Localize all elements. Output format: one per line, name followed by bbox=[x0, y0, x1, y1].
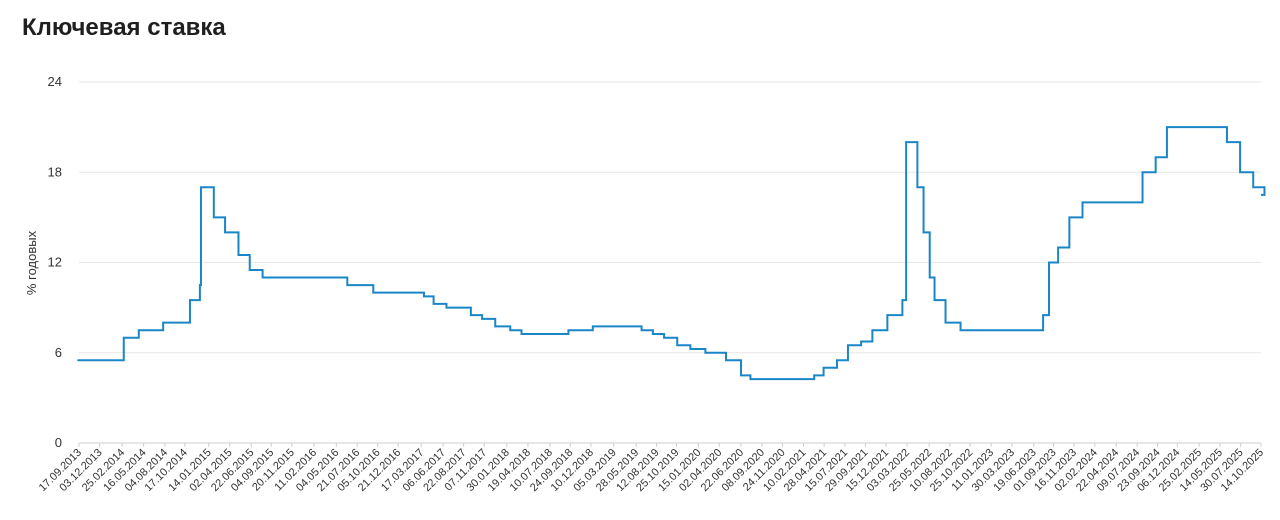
rate-point-42 bbox=[916, 186, 919, 189]
rate-point-44 bbox=[928, 276, 931, 279]
y-tick-label: 0 bbox=[55, 435, 62, 450]
rate-point-31 bbox=[740, 374, 742, 377]
rate-point-2 bbox=[137, 329, 140, 331]
y-tick-label: 12 bbox=[48, 255, 62, 270]
rate-point-34 bbox=[822, 366, 825, 369]
rate-point-57 bbox=[1239, 171, 1241, 174]
rate-point-33 bbox=[813, 374, 815, 377]
rate-point-35 bbox=[836, 359, 838, 362]
rate-point-25 bbox=[652, 333, 654, 335]
rate-point-21 bbox=[520, 333, 523, 335]
y-tick-label: 6 bbox=[55, 345, 62, 360]
rate-point-50 bbox=[1057, 246, 1059, 249]
rate-point-43 bbox=[922, 231, 925, 234]
rate-point-1 bbox=[122, 336, 125, 339]
rate-point-15 bbox=[432, 303, 435, 305]
rate-point-18 bbox=[481, 318, 483, 320]
rate-point-36 bbox=[847, 344, 849, 347]
rate-point-53 bbox=[1141, 171, 1144, 174]
rate-point-51 bbox=[1068, 216, 1071, 219]
rate-point-17 bbox=[470, 314, 472, 316]
rate-point-26 bbox=[663, 336, 665, 339]
rate-point-41 bbox=[905, 141, 907, 143]
rate-point-56 bbox=[1226, 141, 1228, 143]
rate-point-49 bbox=[1048, 261, 1050, 264]
rate-point-5 bbox=[199, 284, 201, 286]
rate-point-23 bbox=[592, 325, 594, 328]
rate-point-27 bbox=[676, 344, 679, 347]
rate-point-46 bbox=[944, 321, 947, 324]
y-axis-ticks: 0 6 12 18 24 bbox=[48, 74, 62, 450]
chart-title: Ключевая ставка bbox=[22, 14, 226, 41]
rate-point-55 bbox=[1166, 126, 1168, 128]
rate-point-3 bbox=[162, 321, 164, 324]
rate-point-9 bbox=[237, 254, 240, 256]
rate-point-54 bbox=[1154, 156, 1157, 159]
x-axis-ticks: 17.09.201303.12.201325.02.201416.05.2014… bbox=[37, 443, 1266, 494]
rate-point-24 bbox=[640, 329, 643, 331]
rate-point-19 bbox=[494, 325, 497, 328]
rate-point-59 bbox=[1263, 194, 1266, 196]
rate-point-39 bbox=[886, 314, 889, 316]
rate-point-4 bbox=[189, 299, 191, 301]
rate-point-30 bbox=[725, 359, 727, 362]
rate-point-45 bbox=[933, 299, 936, 301]
rate-point-20 bbox=[509, 329, 512, 331]
grid-lines bbox=[79, 81, 1261, 444]
rate-point-48 bbox=[1042, 314, 1044, 316]
rate-point-13 bbox=[372, 291, 375, 294]
rate-point-7 bbox=[213, 216, 215, 219]
rate-point-32 bbox=[749, 378, 752, 380]
rate-point-0 bbox=[77, 359, 79, 362]
rate-point-6 bbox=[200, 186, 202, 189]
rate-point-40 bbox=[901, 299, 904, 301]
rate-point-58 bbox=[1252, 186, 1255, 189]
rate-point-38 bbox=[871, 329, 874, 331]
rate-point-28 bbox=[689, 348, 692, 350]
rate-point-22 bbox=[567, 329, 570, 331]
rate-point-10 bbox=[248, 269, 251, 271]
rate-point-47 bbox=[959, 329, 962, 331]
rate-point-11 bbox=[261, 276, 264, 279]
rate-point-29 bbox=[704, 351, 707, 354]
rate-point-8 bbox=[224, 231, 226, 234]
key-rate-series-line bbox=[77, 126, 1266, 381]
y-axis-label: % годовых bbox=[24, 230, 39, 295]
rate-point-12 bbox=[346, 284, 349, 286]
y-tick-label: 18 bbox=[48, 164, 62, 179]
rate-point-37 bbox=[860, 340, 862, 343]
rate-point-16 bbox=[445, 306, 448, 309]
rate-point-52 bbox=[1081, 201, 1084, 204]
rate-change-points bbox=[77, 126, 1266, 380]
y-tick-label: 24 bbox=[48, 74, 62, 89]
rate-point-14 bbox=[423, 295, 425, 298]
